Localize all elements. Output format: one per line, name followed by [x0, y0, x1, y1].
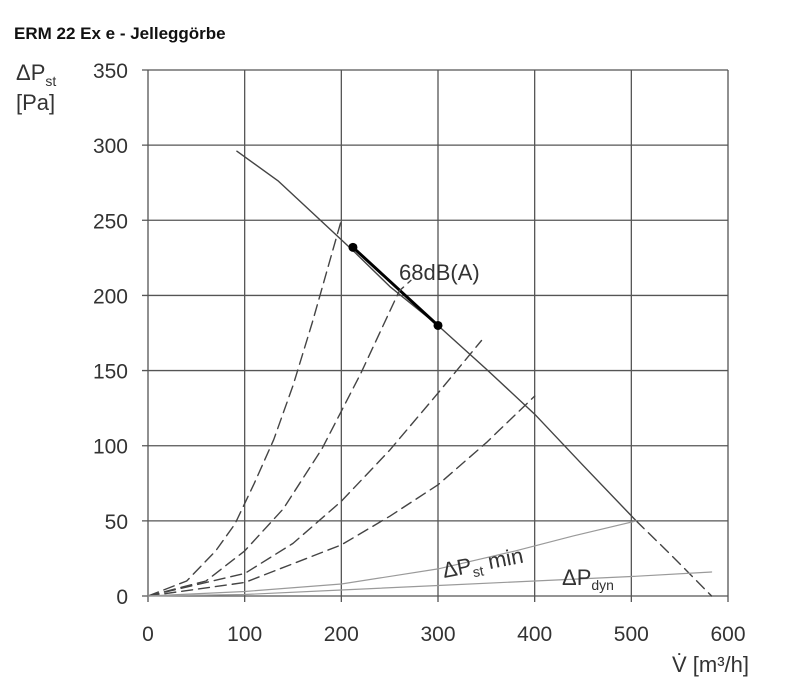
y-tick-label: 0: [116, 586, 128, 609]
series-sys3: [147, 339, 483, 597]
dpst-min-rest: min: [480, 543, 526, 575]
x-tick-label: 500: [614, 623, 649, 646]
y-tick-label: 250: [93, 210, 128, 233]
y-tick-label: 350: [93, 60, 128, 83]
series-sys4: [147, 395, 536, 597]
x-tick-label: 0: [142, 623, 154, 646]
series-operating-range: [351, 245, 440, 327]
y-tick-label: 50: [105, 511, 128, 534]
series-fan: [236, 150, 637, 522]
x-tick-label: 300: [420, 623, 455, 646]
series-sys2: [147, 279, 412, 597]
y-axis-unit: [Pa]: [16, 90, 55, 115]
series-dp-dyn: [147, 571, 713, 597]
y-tick-label: 150: [93, 361, 128, 384]
operating-points: [348, 242, 443, 330]
dp-dyn-main: ΔP: [562, 565, 591, 590]
y-axis-label-sub: st: [45, 73, 56, 89]
dpst-min-main: ΔP: [440, 553, 474, 583]
y-axis-label-main: ΔP: [16, 60, 45, 85]
tick-labels: 0 100 200 300 400 500 600 0 50 100 150 200 250 300 350: [93, 60, 746, 646]
series-sys1: [147, 219, 342, 597]
operating-point-marker: [348, 242, 358, 252]
x-tick-label: 100: [227, 623, 262, 646]
operating-point-marker: [433, 320, 443, 330]
y-tick-label: 200: [93, 285, 128, 308]
x-tick-label: 600: [710, 623, 745, 646]
dp-dyn-sub: dyn: [591, 577, 614, 593]
x-tick-label: 200: [324, 623, 359, 646]
dpst-min-label: ΔPst min: [440, 543, 526, 586]
series-lines: [147, 150, 713, 597]
chart-title: ERM 22 Ex e - Jelleggörbe: [14, 24, 226, 43]
series-dpst-min: [147, 520, 637, 597]
series-fan-ext: [635, 520, 713, 597]
y-axis-label: ΔPst: [16, 60, 56, 89]
db-annotation: 68dB(A): [399, 260, 480, 285]
dp-dyn-label: ΔPdyn: [562, 565, 614, 593]
x-axis-label: V̇ [m³/h]: [672, 652, 749, 677]
y-tick-label: 300: [93, 135, 128, 158]
grid-lines: [142, 69, 729, 602]
x-tick-label: 400: [517, 623, 552, 646]
y-tick-label: 100: [93, 436, 128, 459]
dpst-min-sub: st: [471, 562, 485, 580]
